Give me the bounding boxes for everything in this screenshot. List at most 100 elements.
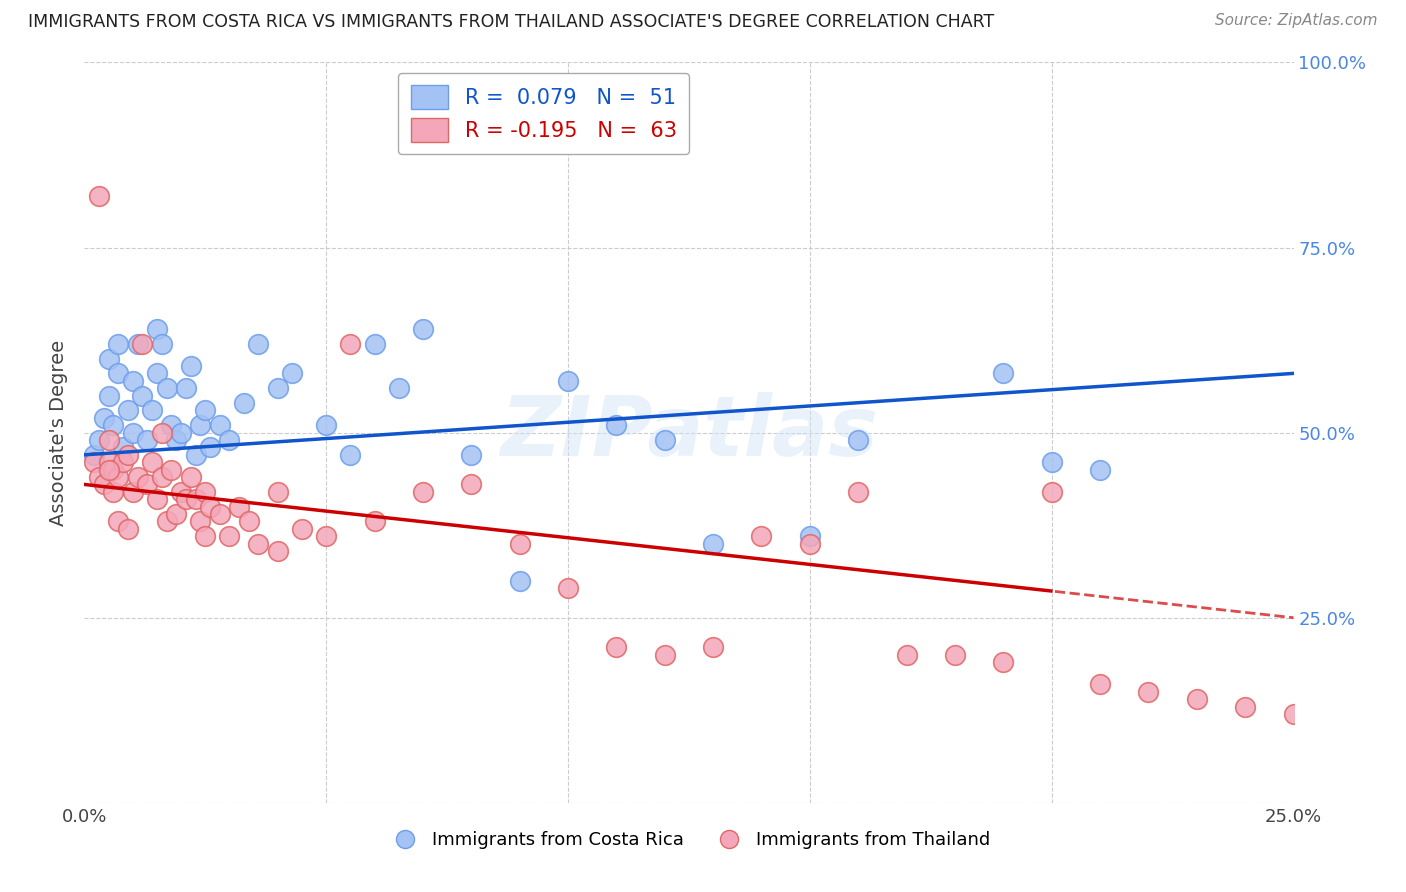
- Point: [943, 648, 966, 662]
- Point: [460, 477, 482, 491]
- Point: [184, 492, 207, 507]
- Point: [112, 455, 135, 469]
- Point: [136, 477, 159, 491]
- Point: [339, 448, 361, 462]
- Point: [247, 336, 270, 351]
- Point: [557, 374, 579, 388]
- Point: [117, 403, 139, 417]
- Point: [107, 515, 129, 529]
- Point: [751, 529, 773, 543]
- Point: [165, 507, 187, 521]
- Point: [412, 322, 434, 336]
- Point: [180, 470, 202, 484]
- Text: IMMIGRANTS FROM COSTA RICA VS IMMIGRANTS FROM THAILAND ASSOCIATE'S DEGREE CORREL: IMMIGRANTS FROM COSTA RICA VS IMMIGRANTS…: [28, 13, 994, 31]
- Point: [267, 544, 290, 558]
- Legend: Immigrants from Costa Rica, Immigrants from Thailand: Immigrants from Costa Rica, Immigrants f…: [380, 824, 998, 856]
- Point: [160, 462, 183, 476]
- Point: [131, 336, 153, 351]
- Point: [315, 418, 337, 433]
- Point: [247, 536, 270, 550]
- Point: [121, 484, 143, 499]
- Point: [127, 470, 149, 484]
- Point: [136, 433, 159, 447]
- Point: [146, 492, 169, 507]
- Point: [146, 322, 169, 336]
- Point: [155, 381, 177, 395]
- Point: [127, 336, 149, 351]
- Point: [654, 648, 676, 662]
- Point: [155, 515, 177, 529]
- Point: [557, 581, 579, 595]
- Point: [281, 367, 304, 381]
- Point: [1185, 692, 1208, 706]
- Point: [117, 522, 139, 536]
- Point: [121, 374, 143, 388]
- Point: [103, 418, 125, 433]
- Point: [233, 396, 256, 410]
- Point: [112, 441, 135, 455]
- Point: [799, 529, 821, 543]
- Point: [141, 455, 163, 469]
- Point: [97, 455, 120, 469]
- Point: [1282, 706, 1305, 721]
- Point: [93, 410, 115, 425]
- Point: [509, 574, 531, 588]
- Point: [509, 536, 531, 550]
- Point: [87, 433, 110, 447]
- Point: [363, 336, 385, 351]
- Point: [103, 484, 125, 499]
- Point: [194, 529, 217, 543]
- Point: [117, 448, 139, 462]
- Point: [174, 492, 197, 507]
- Point: [267, 381, 290, 395]
- Point: [150, 425, 173, 440]
- Point: [267, 484, 290, 499]
- Point: [1088, 677, 1111, 691]
- Point: [97, 462, 120, 476]
- Point: [198, 500, 221, 514]
- Point: [388, 381, 411, 395]
- Point: [150, 336, 173, 351]
- Point: [83, 448, 105, 462]
- Point: [799, 536, 821, 550]
- Point: [160, 418, 183, 433]
- Point: [315, 529, 337, 543]
- Point: [170, 484, 193, 499]
- Point: [97, 433, 120, 447]
- Point: [218, 529, 240, 543]
- Point: [107, 470, 129, 484]
- Point: [174, 381, 197, 395]
- Point: [208, 507, 231, 521]
- Point: [170, 425, 193, 440]
- Point: [218, 433, 240, 447]
- Point: [1234, 699, 1257, 714]
- Point: [194, 484, 217, 499]
- Point: [654, 433, 676, 447]
- Point: [238, 515, 260, 529]
- Point: [93, 477, 115, 491]
- Point: [993, 655, 1015, 669]
- Point: [184, 448, 207, 462]
- Text: ZIPatlas: ZIPatlas: [501, 392, 877, 473]
- Point: [87, 188, 110, 202]
- Point: [1137, 685, 1160, 699]
- Point: [1040, 455, 1063, 469]
- Point: [363, 515, 385, 529]
- Point: [97, 351, 120, 366]
- Point: [103, 462, 125, 476]
- Point: [605, 418, 627, 433]
- Point: [190, 515, 212, 529]
- Point: [412, 484, 434, 499]
- Point: [198, 441, 221, 455]
- Point: [131, 388, 153, 402]
- Point: [846, 433, 869, 447]
- Point: [1040, 484, 1063, 499]
- Point: [339, 336, 361, 351]
- Point: [97, 388, 120, 402]
- Point: [141, 403, 163, 417]
- Point: [180, 359, 202, 373]
- Point: [702, 536, 724, 550]
- Point: [460, 448, 482, 462]
- Point: [291, 522, 314, 536]
- Point: [150, 470, 173, 484]
